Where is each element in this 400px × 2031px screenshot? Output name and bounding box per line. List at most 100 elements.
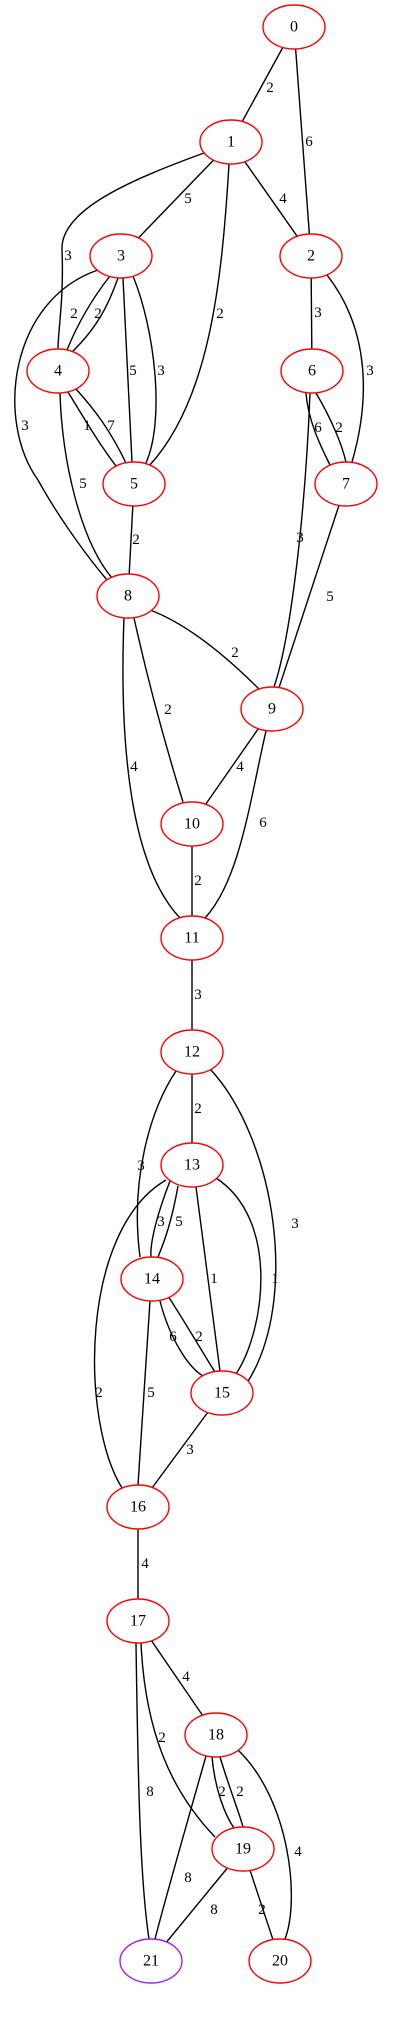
- edge-19-20: 2: [249, 1870, 274, 1940]
- edge-1-5: 2: [148, 163, 230, 467]
- edge-weight-label: 6: [314, 420, 322, 436]
- edge-12-15: 3: [210, 1069, 299, 1384]
- edge-13-15: 1: [195, 1186, 221, 1372]
- edge-weight-label: 6: [259, 815, 267, 831]
- edge-8-11: 4: [122, 617, 181, 919]
- edge-weight-label: 3: [157, 1214, 165, 1230]
- node-label: 11: [184, 930, 199, 947]
- edge-4-5: 7: [75, 388, 127, 464]
- edge-weight-label: 5: [79, 476, 87, 492]
- edge-18-19: 2: [211, 1756, 235, 1829]
- edge-line: [135, 1642, 150, 1940]
- edge-3-5: 5: [122, 277, 137, 463]
- edge-4-5: 1: [67, 391, 117, 467]
- edge-line: [75, 388, 127, 464]
- edge-line: [273, 392, 311, 688]
- node-label: 10: [184, 816, 200, 833]
- edge-weight-label: 6: [169, 1329, 177, 1345]
- edge-13-16: 2: [93, 1179, 167, 1489]
- edge-weight-label: 2: [194, 1101, 202, 1117]
- edge-weight-label: 2: [236, 1784, 244, 1800]
- edge-weight-label: 4: [279, 191, 287, 207]
- edge-3-5: 3: [132, 275, 165, 464]
- edge-line: [138, 159, 214, 239]
- node-ellipse: [314, 461, 378, 507]
- node-ellipse: [106, 1484, 170, 1530]
- node-label: 16: [130, 1499, 146, 1516]
- edge-13-15: 1: [215, 1177, 279, 1375]
- node-label: 5: [130, 476, 138, 493]
- edge-line: [71, 277, 119, 353]
- edge-weight-label: 2: [95, 1385, 103, 1401]
- edge-line: [204, 730, 267, 919]
- node-18: 18: [184, 1712, 248, 1758]
- node-ellipse: [199, 119, 263, 165]
- edge-weight-label: 2: [231, 645, 239, 661]
- edge-weight-label: 8: [184, 1870, 192, 1886]
- edge-17-19: 2: [140, 1642, 216, 1838]
- node-label: 13: [184, 1157, 200, 1174]
- edge-line: [305, 392, 331, 466]
- edge-weight-label: 2: [94, 306, 102, 322]
- edge-11-12: 3: [191, 960, 202, 1030]
- node-label: 18: [208, 1727, 224, 1744]
- node-21: 21: [119, 1938, 183, 1984]
- edge-18-21: 8: [154, 1755, 207, 1940]
- edge-line: [159, 1300, 206, 1378]
- edge-line: [66, 275, 111, 351]
- edge-6-7: 6: [305, 392, 331, 466]
- edge-line: [219, 1756, 244, 1828]
- edge-weight-label: 2: [195, 1329, 203, 1345]
- node-label: 12: [184, 1044, 200, 1061]
- node-ellipse: [160, 1142, 224, 1188]
- node-2: 2: [279, 233, 343, 279]
- edge-line: [137, 1300, 151, 1486]
- edge-line: [148, 163, 230, 467]
- node-8: 8: [96, 573, 160, 619]
- node-ellipse: [211, 1826, 275, 1872]
- node-label: 1: [227, 134, 235, 151]
- edge-0-1: 2: [241, 47, 284, 122]
- edge-line: [244, 161, 298, 237]
- edge-weight-label: 3: [157, 363, 165, 379]
- edge-2-7: 3: [326, 274, 374, 463]
- edge-weight-label: 2: [164, 702, 172, 718]
- edge-weight-label: 3: [366, 363, 374, 379]
- edge-line: [133, 617, 184, 803]
- edge-weight-label: 4: [236, 759, 244, 775]
- node-label: 19: [235, 1841, 251, 1858]
- edge-weight-label: 2: [158, 1730, 166, 1746]
- edge-weight-label: 4: [294, 1844, 302, 1860]
- node-13: 13: [160, 1142, 224, 1188]
- edge-weight-label: 4: [130, 759, 138, 775]
- edge-0-2: 6: [294, 48, 313, 235]
- edge-line: [166, 1867, 228, 1943]
- edge-line: [157, 1185, 179, 1258]
- node-ellipse: [160, 801, 224, 847]
- node-ellipse: [262, 4, 326, 50]
- node-label: 15: [214, 1385, 230, 1402]
- node-label: 20: [272, 1953, 288, 1970]
- edge-14-16: 5: [137, 1300, 155, 1486]
- edge-line: [167, 1295, 216, 1373]
- edge-1-2: 4: [244, 161, 298, 237]
- edge-16-17: 4: [137, 1529, 149, 1599]
- edge-line: [150, 1640, 204, 1716]
- edge-10-11: 2: [191, 846, 202, 916]
- edge-1-4: 3: [57, 152, 205, 350]
- node-ellipse: [190, 1370, 254, 1416]
- edge-weight-label: 3: [186, 1442, 194, 1458]
- edge-weight-label: 2: [218, 1784, 226, 1800]
- edge-weight-label: 4: [182, 1669, 190, 1685]
- edge-8-9: 2: [149, 609, 261, 691]
- edge-line: [205, 728, 259, 805]
- node-ellipse: [89, 233, 153, 279]
- edge-weight-label: 2: [70, 306, 78, 322]
- edge-line: [326, 274, 365, 463]
- edge-line: [310, 277, 313, 350]
- edge-19-21: 8: [166, 1867, 228, 1943]
- edge-line: [215, 1177, 262, 1375]
- edge-line: [122, 617, 181, 919]
